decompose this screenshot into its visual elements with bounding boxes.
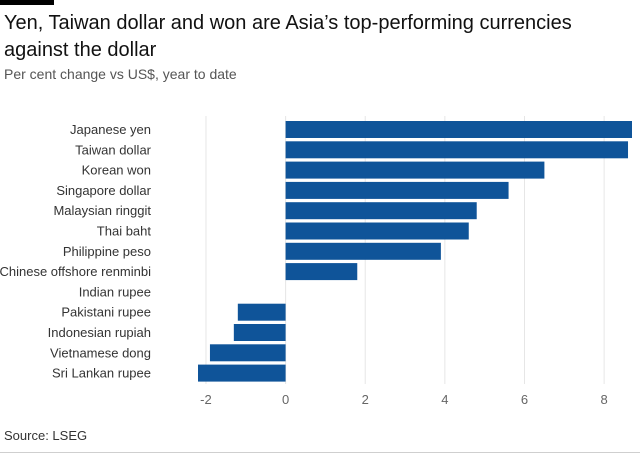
category-label: Korean won [82,163,151,178]
chart-title: Yen, Taiwan dollar and won are Asia’s to… [4,12,572,61]
grid-lines [205,116,605,384]
bar [285,121,632,138]
bar [285,222,469,240]
bar [285,202,477,220]
bar [233,324,286,341]
bar [285,263,358,281]
bars [198,121,632,382]
x-tick-label: -2 [200,392,212,407]
x-tick-label: 4 [441,392,448,407]
x-tick-label: 0 [282,392,289,407]
category-label: Chinese offshore renminbi [0,264,151,279]
chart-subtitle: Per cent change vs US$, year to date [4,66,237,82]
bar [237,303,286,321]
x-tick-label: 8 [601,392,608,407]
category-label: Sri Lankan rupee [52,366,151,381]
category-label: Taiwan dollar [75,142,152,157]
category-label: Singapore dollar [56,183,151,198]
x-tick-label: 2 [362,392,369,407]
category-label: Indonesian rupiah [48,325,151,340]
bar [209,344,286,362]
category-label: Malaysian ringgit [53,203,151,218]
category-label: Pakistani rupee [61,305,151,320]
bar [285,181,509,199]
category-label: Vietnamese dong [50,345,151,360]
brand-bar [0,0,54,5]
category-labels: Japanese yen Taiwan dollar Korean won Singa… [0,122,152,381]
bar [285,141,629,159]
bar [198,364,286,382]
x-tick-label: 6 [521,392,528,407]
divider [0,452,640,453]
bar [285,242,441,260]
category-label: Japanese yen [70,122,151,137]
category-label: Indian rupee [79,284,151,299]
source-note: Source: LSEG [4,428,88,443]
category-label: Philippine peso [63,244,151,259]
x-axis-ticks: -2 0 2 4 6 8 [200,392,608,407]
bar [285,161,545,179]
category-label: Thai baht [97,224,152,239]
